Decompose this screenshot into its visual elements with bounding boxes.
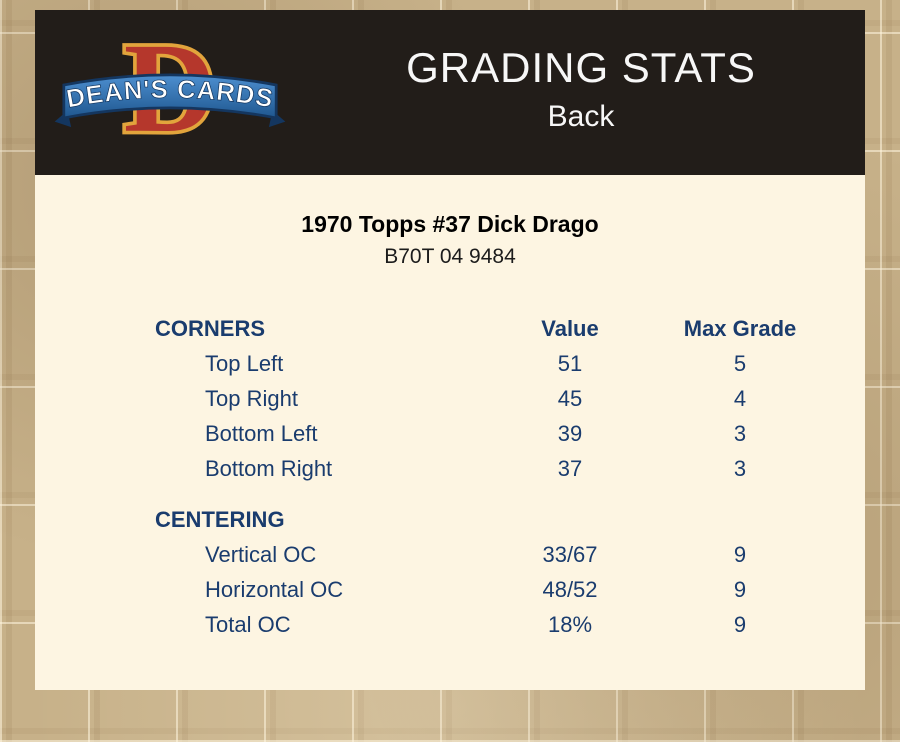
row-label: Top Left bbox=[205, 350, 284, 376]
grading-stats-panel: D DEAN'S CARDS GRADING STATS Back 197 bbox=[35, 10, 865, 690]
grading-stats-table: CORNERS Value Max Grade Top Left 51 5 To… bbox=[155, 311, 835, 642]
page-title: GRADING STATS bbox=[406, 43, 756, 91]
row-max-grade: 5 bbox=[733, 350, 747, 376]
ribbon-banner bbox=[62, 73, 278, 120]
row-value: 45 bbox=[557, 385, 583, 411]
content-area: 1970 Topps #37 Dick Drago B70T 04 9484 C… bbox=[35, 175, 865, 642]
card-cert-number: B70T 04 9484 bbox=[384, 245, 516, 268]
table-row: Top Left 51 5 bbox=[155, 346, 835, 381]
row-label: Bottom Right bbox=[205, 455, 333, 481]
row-max-grade: 9 bbox=[733, 541, 747, 567]
header-bar: D DEAN'S CARDS GRADING STATS Back bbox=[35, 10, 865, 175]
row-max-grade: 9 bbox=[733, 576, 747, 602]
row-label: Vertical OC bbox=[205, 541, 317, 567]
row-max-grade: 3 bbox=[733, 420, 747, 446]
column-header-max-grade: Max Grade bbox=[683, 315, 797, 341]
table-row: Total OC 18% 9 bbox=[155, 607, 835, 642]
row-max-grade: 4 bbox=[733, 385, 747, 411]
row-value: 39 bbox=[557, 420, 583, 446]
row-value: 51 bbox=[557, 350, 583, 376]
row-value: 37 bbox=[557, 455, 583, 481]
row-label: Horizontal OC bbox=[205, 576, 344, 602]
table-row: Top Right 45 4 bbox=[155, 381, 835, 416]
deans-cards-logo-graphic: D DEAN'S CARDS bbox=[54, 13, 286, 162]
row-value: 33/67 bbox=[542, 541, 598, 567]
row-label: Bottom Left bbox=[205, 420, 318, 446]
row-value: 48/52 bbox=[542, 576, 598, 602]
section-header-corners: CORNERS bbox=[155, 315, 266, 341]
deans-cards-logo: D DEAN'S CARDS bbox=[35, 13, 297, 166]
row-max-grade: 9 bbox=[733, 611, 747, 637]
card-title: 1970 Topps #37 Dick Drago bbox=[301, 211, 599, 237]
row-value: 18% bbox=[547, 611, 593, 637]
section-header-row: CENTERING bbox=[155, 502, 835, 537]
page-subtitle: Back bbox=[547, 99, 615, 133]
column-header-value: Value bbox=[541, 315, 599, 341]
row-label: Total OC bbox=[205, 611, 291, 637]
row-label: Top Right bbox=[205, 385, 298, 411]
table-row: Horizontal OC 48/52 9 bbox=[155, 572, 835, 607]
table-row: Bottom Left 39 3 bbox=[155, 416, 835, 451]
row-max-grade: 3 bbox=[733, 455, 747, 481]
table-row: Bottom Right 37 3 bbox=[155, 451, 835, 486]
table-row: Vertical OC 33/67 9 bbox=[155, 537, 835, 572]
header-titles: GRADING STATS Back bbox=[297, 44, 865, 142]
table-header-row: CORNERS Value Max Grade bbox=[155, 311, 835, 346]
section-header-centering: CENTERING bbox=[155, 506, 285, 532]
